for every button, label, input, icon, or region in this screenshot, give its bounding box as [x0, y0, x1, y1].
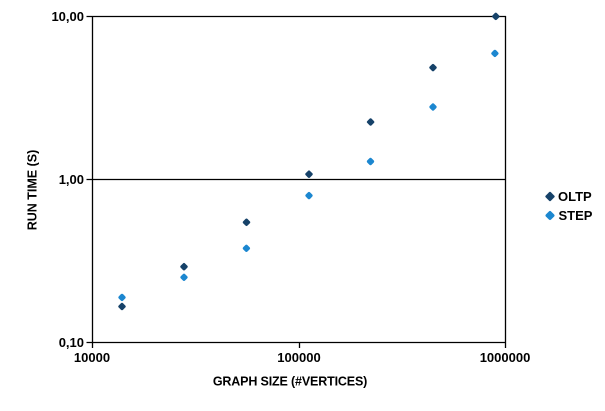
svg-text:1,00: 1,00 — [59, 172, 84, 187]
svg-text:OLTP: OLTP — [558, 189, 592, 204]
svg-text:RUN TIME (S): RUN TIME (S) — [26, 150, 40, 231]
svg-text:0,10: 0,10 — [59, 335, 84, 350]
svg-text:1000000: 1000000 — [480, 350, 531, 365]
svg-text:100000: 100000 — [277, 350, 320, 365]
svg-text:10000: 10000 — [74, 350, 110, 365]
svg-text:10,00: 10,00 — [51, 9, 84, 24]
svg-text:GRAPH SIZE (#VERTICES): GRAPH SIZE (#VERTICES) — [213, 375, 367, 389]
svg-text:STEP: STEP — [559, 208, 593, 223]
